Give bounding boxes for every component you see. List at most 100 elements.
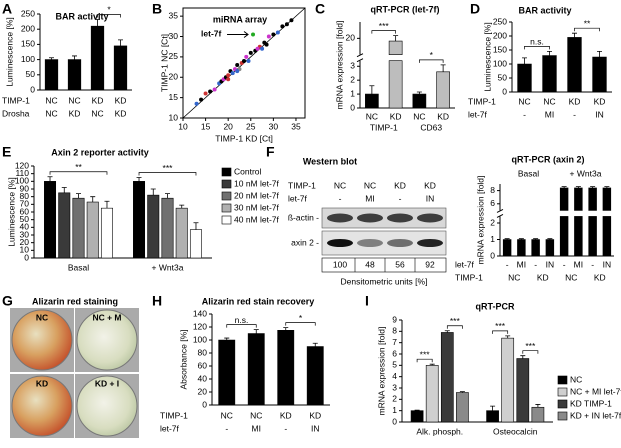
chart-title: qRT-PCR (axin 2) [511,154,584,164]
legend-swatch [221,179,232,189]
bar [531,406,545,423]
error-bar [90,196,96,203]
bar [161,197,174,259]
point [226,77,231,82]
band-label: axin 2 - [291,237,319,247]
y-tick-label: 2 [350,74,355,84]
point [230,71,235,76]
significance-bracket [138,172,197,176]
x-tick-label: + Wnt3a [152,262,184,272]
y-tick-label: 100 [21,54,35,64]
significance-bracket [416,358,433,363]
significance-label: *** [379,21,390,31]
row-name: TIMP-1 [455,272,483,282]
significance-label: n.s. [235,315,249,325]
significance-bracket [492,330,509,334]
bar [44,59,59,91]
y-tick-label: 0 [502,86,507,96]
bar [502,239,512,257]
significance-bracket [97,14,121,18]
x-tick-label: KD [569,96,581,106]
bar [567,37,582,93]
legend-label: 30 nM let-7f [234,202,280,212]
panel-letter: D [470,1,480,17]
panel-letter: G [2,293,13,309]
x-tick-label: MI [545,109,554,119]
panel-letter: A [2,1,12,17]
identity-line [182,7,306,119]
annotation-arrow [227,31,249,38]
error-bar [61,187,67,193]
point [199,97,204,102]
error-bar [547,238,553,240]
error-bar [547,51,552,56]
y-tick-label: 6 [392,348,397,358]
error-bar [572,32,577,38]
y-tick-label: 20 [169,72,179,82]
bar [365,93,379,109]
x-tick-label: 25 [246,121,256,131]
error-bar [224,337,230,340]
bar [425,365,439,423]
bar [531,239,540,257]
y-tick-label: 100 [15,176,29,186]
legend-swatch [221,215,232,225]
y-tick-label: 120 [193,321,207,331]
densitometry-value: 56 [395,259,405,269]
axis-break [496,208,504,213]
legend-label: Control [234,166,262,176]
x-tick-label: CD63 [420,122,442,132]
y-tick-label: 30 [169,31,179,41]
axin2-band [357,239,383,247]
x-tick-label: NC [45,95,57,105]
lane-label: KD [394,180,406,190]
y-tick-label: 15 [169,92,179,102]
chart-title: Alizarin red staining [32,296,118,306]
row-name: let-7f [288,193,308,203]
bar [218,339,236,406]
significance-label: *** [420,349,431,359]
x-tick-label: NC [45,108,57,118]
legend-swatch [221,167,232,177]
bar [72,197,85,259]
y-tick-label: 9 [392,314,397,324]
x-tick-label: - [523,109,526,119]
bar [113,45,128,91]
error-bar [369,85,375,95]
legend-swatch [557,399,568,409]
group-label: Basal [518,168,539,178]
y-tick-label: 0 [24,252,29,262]
bar [306,346,324,406]
y-tick-label: 80 [198,347,208,357]
x-tick-label: - [284,423,287,433]
bar [58,192,71,259]
lane-label: MI [365,193,374,203]
error-bar [49,57,54,60]
y-tick-label: 30 [20,229,30,239]
bar [412,93,427,109]
legend-swatch [557,387,568,397]
densitometry-label: Densitometric units [%] [341,276,428,286]
error-bar [561,186,567,188]
bar [456,392,469,423]
y-tick-label: 50 [26,69,36,79]
bar [559,187,569,257]
axis-break [356,58,364,63]
x-tick-label: KD [537,272,549,282]
plot-frame [182,7,306,119]
bar [247,333,265,406]
point [255,46,260,51]
x-tick-label: KD [69,108,81,118]
bar [501,337,515,423]
error-bar [522,57,527,64]
y-tick-label: 7 [392,337,397,347]
x-tick-label: - [563,259,566,269]
x-tick-label: IN [595,109,604,119]
legend-label: NC [570,374,582,384]
y-tick-label: 90 [20,183,30,193]
point [289,18,294,23]
significance-label: * [430,50,434,60]
row-name: Drosha [2,108,30,118]
y-axis-title: Luminescence [%] [6,177,16,246]
